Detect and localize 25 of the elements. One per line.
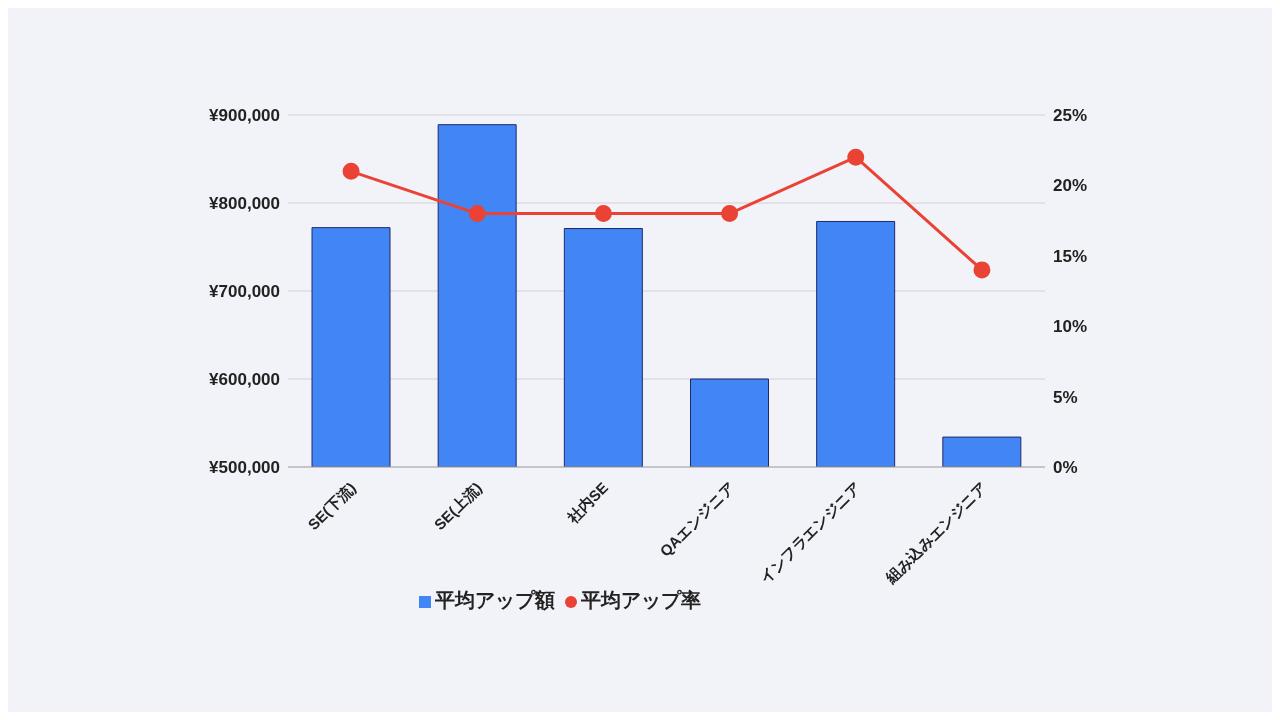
y-tick-label: ¥800,000 xyxy=(209,194,280,214)
y2-tick-label: 15% xyxy=(1053,246,1088,266)
y-tick-label: ¥500,000 xyxy=(209,458,280,478)
legend-label: 平均アップ額 xyxy=(435,589,555,611)
y-tick-label: ¥900,000 xyxy=(209,106,280,126)
y2-tick-label: 10% xyxy=(1053,317,1088,337)
y2-tick-label: 20% xyxy=(1053,176,1088,196)
x-tick-label: 社内SE xyxy=(563,478,612,527)
point xyxy=(847,148,865,166)
y2-tick-label: 0% xyxy=(1053,458,1078,478)
y2-tick-label: 25% xyxy=(1053,106,1088,126)
x-tick-label: QAエンジニア xyxy=(656,478,738,560)
x-tick-label: インフラエンジニア xyxy=(756,478,864,587)
point xyxy=(973,261,991,279)
point xyxy=(594,205,612,223)
x-tick-label: 組み込みエンジニア xyxy=(881,478,990,587)
legend-label: 平均アップ率 xyxy=(581,589,701,611)
y2-tick-label: 5% xyxy=(1053,387,1078,407)
y-tick-label: ¥700,000 xyxy=(209,282,280,302)
y-tick-label: ¥600,000 xyxy=(209,370,280,390)
point xyxy=(721,205,739,223)
point xyxy=(342,162,360,180)
x-tick-label: SE(上流) xyxy=(430,478,486,534)
point xyxy=(468,205,486,223)
x-tick-label: SE(下流) xyxy=(304,478,359,534)
